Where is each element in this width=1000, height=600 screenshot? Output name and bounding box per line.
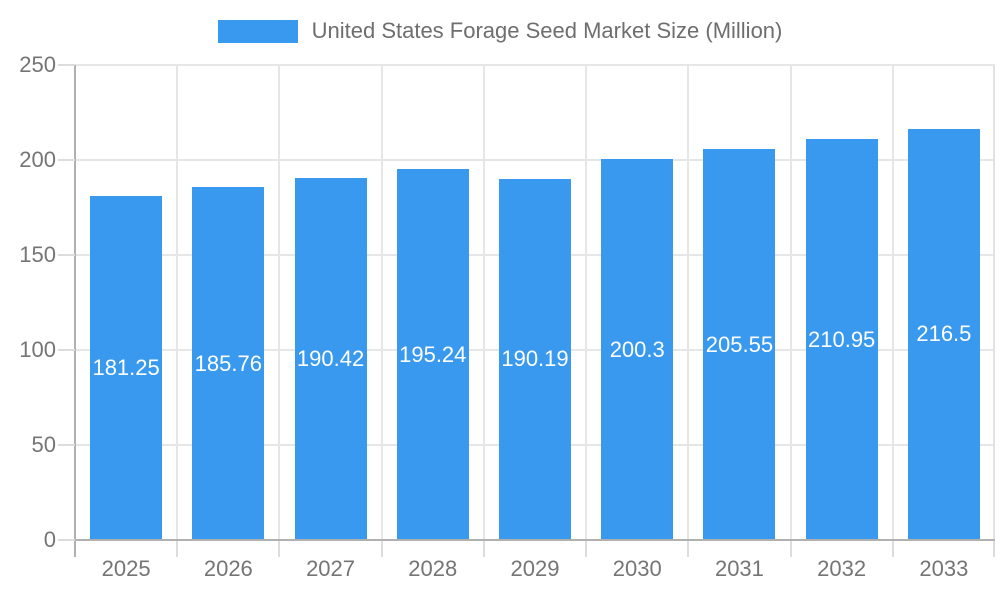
- gridline-vertical: [585, 65, 588, 540]
- plot-area: 181.25 185.76 190.42 195.24 190.19 200.3 205.5…: [75, 64, 995, 540]
- x-axis-label: 2025: [101, 556, 151, 581]
- legend-swatch: [217, 19, 298, 43]
- x-axis-tick: [482, 541, 485, 557]
- x-axis-label: 2031: [714, 556, 764, 581]
- bar-value-label: 216.5: [916, 321, 972, 347]
- x-axis-label: 2032: [817, 556, 867, 581]
- x-axis-tick: [687, 541, 690, 557]
- y-axis-tick: [58, 254, 75, 256]
- bar-value-label: 190.42: [296, 346, 365, 372]
- gridline-vertical: [176, 65, 179, 540]
- x-axis-tick: [993, 541, 995, 557]
- x-axis-label: 2029: [510, 556, 560, 581]
- x-axis-tick: [278, 541, 281, 557]
- plot-right-border: [993, 65, 995, 540]
- legend-item[interactable]: United States Forage Seed Market Size (M…: [0, 14, 1000, 48]
- bar-value-label: 210.95: [808, 326, 876, 352]
- bar-value-label: 200.3: [609, 336, 665, 362]
- y-axis-line: [74, 65, 76, 557]
- x-axis-label: 2030: [612, 556, 662, 581]
- y-axis-label: 0: [43, 527, 56, 552]
- bar-2032[interactable]: 210.95: [805, 139, 878, 540]
- x-axis-label: 2028: [408, 556, 458, 581]
- y-axis-tick: [58, 539, 75, 541]
- gridline-vertical: [687, 65, 690, 540]
- x-axis-label: 2027: [306, 556, 356, 581]
- bar-value-label: 185.76: [194, 350, 262, 376]
- legend-label: United States Forage Seed Market Size (M…: [311, 18, 783, 43]
- gridline-horizontal: [75, 64, 995, 66]
- y-axis-tick: [58, 64, 75, 66]
- bar-2033[interactable]: 216.5: [907, 128, 980, 540]
- bar-2031[interactable]: 205.55: [703, 149, 776, 540]
- gridline-vertical: [380, 65, 383, 540]
- bar-2028[interactable]: 195.24: [396, 169, 469, 540]
- y-axis-tick: [58, 159, 75, 161]
- x-axis-tick: [380, 541, 383, 557]
- bar-value-label: 195.24: [399, 341, 467, 367]
- x-axis-tick: [891, 541, 894, 557]
- bar-2026[interactable]: 185.76: [192, 187, 265, 540]
- x-axis-label: 2026: [203, 556, 253, 581]
- gridline-vertical: [278, 65, 281, 540]
- y-axis-tick: [58, 349, 75, 351]
- y-axis-label: 200: [19, 147, 56, 172]
- bar-2030[interactable]: 200.3: [601, 159, 674, 540]
- x-axis-tick: [176, 541, 179, 557]
- gridline-vertical: [789, 65, 792, 540]
- bar-2027[interactable]: 190.42: [294, 178, 367, 540]
- bar-value-label: 190.19: [501, 346, 569, 372]
- gridline-vertical: [891, 65, 894, 540]
- y-axis-tick: [58, 444, 75, 446]
- gridline-vertical: [482, 65, 485, 540]
- bar-2029[interactable]: 190.19: [499, 178, 571, 540]
- x-axis-tick: [789, 541, 792, 557]
- bar-value-label: 181.25: [92, 354, 160, 380]
- y-axis-label: 50: [31, 432, 56, 457]
- y-axis-label: 250: [19, 52, 56, 77]
- gridline-horizontal: [75, 159, 995, 161]
- bar-2025[interactable]: 181.25: [90, 195, 163, 540]
- x-axis-line: [75, 539, 995, 541]
- x-axis-label: 2033: [919, 556, 969, 581]
- bar-value-label: 205.55: [705, 331, 774, 357]
- y-axis-label: 150: [19, 242, 56, 267]
- x-axis-tick: [585, 541, 588, 557]
- y-axis-label: 100: [19, 337, 56, 362]
